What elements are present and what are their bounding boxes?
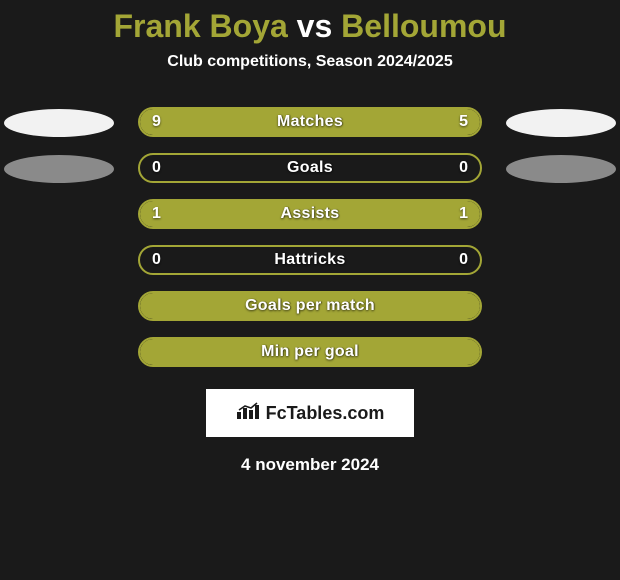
player1-name: Frank Boya [114, 8, 288, 44]
date-text: 4 november 2024 [0, 455, 620, 475]
left-ellipse-icon [4, 109, 114, 137]
vs-text: vs [297, 8, 333, 44]
stat-bar-track: Goals per match [138, 291, 482, 321]
stat-rows: Matches95Goals00Assists11Hattricks00Goal… [0, 107, 620, 383]
stat-label: Goals [140, 159, 480, 177]
left-ellipse-icon [4, 155, 114, 183]
page-title: Frank Boya vs Belloumou [0, 8, 620, 45]
stat-row: Goals per match [0, 291, 620, 337]
stat-value-left: 0 [152, 251, 161, 269]
stat-row: Goals0 0 [0, 153, 620, 199]
stat-row: Min per goal [0, 337, 620, 383]
logo-box: FcTables.com [206, 389, 414, 437]
stat-value-right: 5 [459, 113, 468, 131]
stat-bar-track: Min per goal [138, 337, 482, 367]
stat-bar-track: Matches9 5 [138, 107, 482, 137]
right-ellipse-icon [506, 109, 616, 137]
stat-value-right: 0 [459, 251, 468, 269]
stat-value-left: 9 [152, 113, 161, 131]
stat-value-left: 1 [152, 205, 161, 223]
logo-text: FcTables.com [266, 403, 385, 424]
stat-label: Goals per match [140, 297, 480, 315]
stat-label: Matches [140, 113, 480, 131]
stat-label: Hattricks [140, 251, 480, 269]
comparison-infographic: Frank Boya vs Belloumou Club competition… [0, 0, 620, 475]
logo-chart-icon [236, 402, 260, 425]
stat-label: Assists [140, 205, 480, 223]
right-ellipse-icon [506, 155, 616, 183]
stat-bar-track: Hattricks0 0 [138, 245, 482, 275]
subtitle: Club competitions, Season 2024/2025 [0, 53, 620, 71]
stat-row: Assists1 1 [0, 199, 620, 245]
stat-label: Min per goal [140, 343, 480, 361]
stat-row: Matches9 5 [0, 107, 620, 153]
player2-name: Belloumou [341, 8, 506, 44]
stat-row: Hattricks0 0 [0, 245, 620, 291]
stat-value-left: 0 [152, 159, 161, 177]
stat-bar-track: Assists1 1 [138, 199, 482, 229]
stat-value-right: 0 [459, 159, 468, 177]
stat-value-right: 1 [459, 205, 468, 223]
stat-bar-track: Goals0 0 [138, 153, 482, 183]
